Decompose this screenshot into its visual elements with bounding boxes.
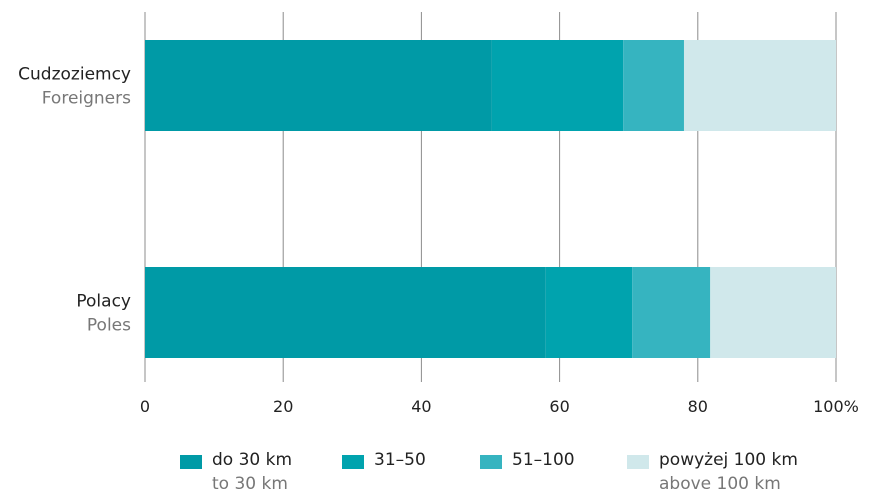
category-label: Cudzoziemcy <box>18 65 131 85</box>
bar-segment <box>623 40 684 131</box>
legend: do 30 km to 30 km 31–50 51–100 powyżej 1… <box>0 450 870 495</box>
legend-sublabel: to 30 km <box>212 474 288 494</box>
x-tick-label: 0 <box>140 397 150 416</box>
stacked-bar-chart: Cudzoziemcy Foreigners Polacy Poles 0 20 40 60… <box>18 12 859 416</box>
x-tick-label: 100% <box>813 397 859 416</box>
bar-segment <box>491 40 624 131</box>
bars <box>145 40 836 358</box>
category-label: Polacy <box>76 292 131 312</box>
legend-label: powyżej 100 km <box>659 450 798 470</box>
legend-swatch <box>180 455 202 469</box>
x-tick-labels: 0 20 40 60 80 100% <box>140 397 859 416</box>
bar-segment <box>545 267 633 358</box>
legend-label: 51–100 <box>512 450 575 470</box>
x-tick-label: 80 <box>688 397 708 416</box>
bar-segment <box>710 267 836 358</box>
category-labels: Cudzoziemcy Foreigners Polacy Poles <box>18 65 131 336</box>
bar-segment <box>145 40 492 131</box>
category-sublabel: Poles <box>87 316 131 336</box>
legend-label: 31–50 <box>374 450 426 470</box>
bar-segment <box>683 40 836 131</box>
category-sublabel: Foreigners <box>42 89 131 109</box>
legend-swatch <box>627 455 649 469</box>
bar-segment <box>145 267 546 358</box>
legend-swatch <box>480 455 502 469</box>
bar-segment <box>632 267 711 358</box>
x-tick-label: 60 <box>549 397 569 416</box>
legend-swatch <box>342 455 364 469</box>
x-tick-label: 40 <box>411 397 431 416</box>
x-tick-label: 20 <box>273 397 293 416</box>
legend-sublabel: above 100 km <box>659 474 781 494</box>
legend-label: do 30 km <box>212 450 293 470</box>
